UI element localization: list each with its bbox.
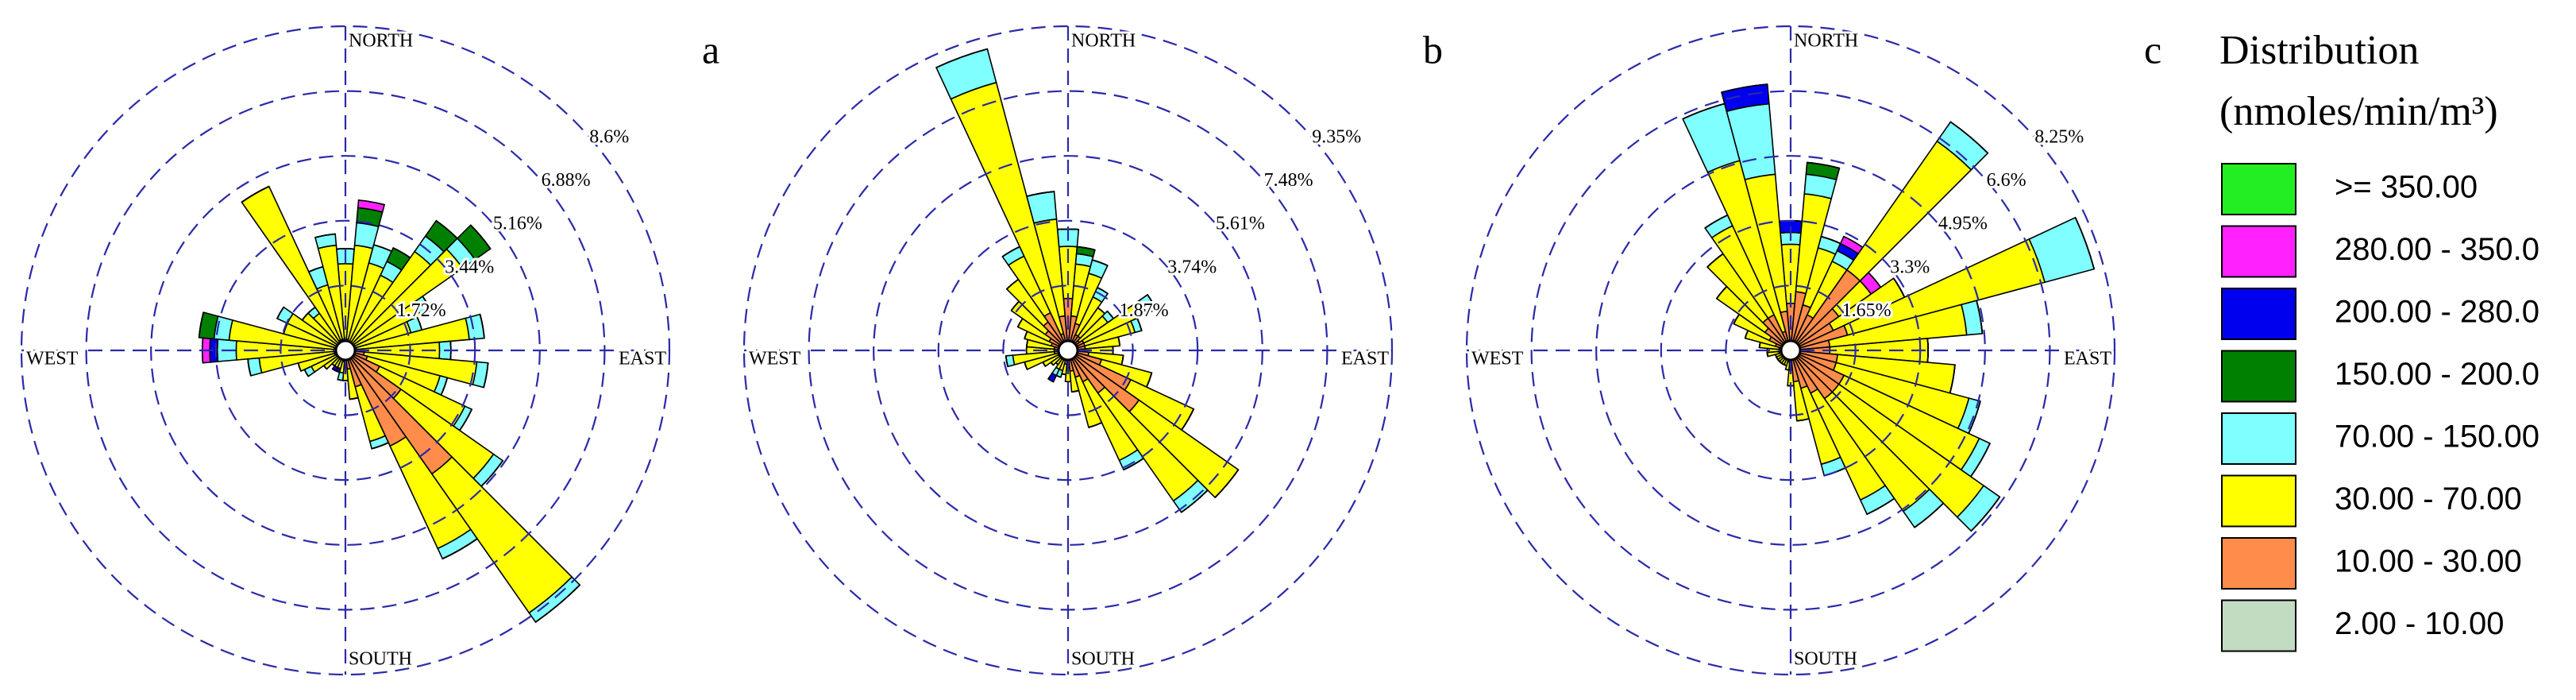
- legend-swatch: [2221, 537, 2296, 590]
- center-hole: [334, 339, 357, 362]
- legend-swatch: [2221, 599, 2296, 652]
- compass-label: NORTH: [349, 31, 413, 52]
- petal-segment: [1136, 318, 1143, 331]
- petal-segment: [1796, 418, 1810, 422]
- compass-label: EAST: [1341, 349, 1389, 369]
- center-hole: [1057, 339, 1079, 362]
- compass-label: SOUTH: [1794, 649, 1857, 670]
- ring-label: 8.25%: [2034, 126, 2084, 147]
- compass-label: NORTH: [1794, 31, 1858, 52]
- legend-swatch: [2221, 474, 2296, 528]
- petal-segment: [1088, 422, 1102, 428]
- panel-label: b: [1423, 27, 1443, 72]
- petal-segment: [1926, 338, 1929, 363]
- legend-label: 30.00 - 70.00: [2335, 481, 2522, 516]
- wind-rose: 1.72% 3.44% 5.16% 6.88% 8.6% NORTH EAST SOUTH WE…: [20, 25, 719, 676]
- compass-label: WEST: [26, 349, 79, 369]
- center-hole: [1780, 339, 1802, 362]
- petal-segment: [241, 185, 270, 203]
- petal-segment: [314, 233, 336, 238]
- ring-label: 6.6%: [1987, 170, 2026, 191]
- petal-segment: [442, 538, 478, 560]
- panel-label: c: [2144, 27, 2161, 72]
- petal-segment: [935, 48, 988, 68]
- compass-label: EAST: [619, 349, 666, 369]
- petal-segment: [1092, 259, 1109, 266]
- ring-label: 1.87%: [1120, 300, 1169, 321]
- legend-swatch: [2221, 288, 2296, 340]
- wind-rose: 1.65% 3.3% 4.95% 6.6% 8.25% NORTH EAST SOUTH WES…: [1465, 25, 2161, 676]
- legend-swatch: [2221, 163, 2296, 215]
- legend-units: (nmoles/min/m³): [2219, 89, 2498, 134]
- compass-label: WEST: [1471, 349, 1524, 369]
- ring-label: 6.88%: [542, 170, 591, 191]
- legend-label: 70.00 - 150.00: [2335, 420, 2539, 454]
- ring-label: 3.74%: [1167, 257, 1217, 277]
- ring-label: 4.95%: [1938, 214, 1988, 234]
- ring-label: 3.44%: [445, 257, 494, 277]
- ring-label: 5.16%: [493, 214, 542, 234]
- panel-label: a: [702, 27, 719, 72]
- petal-segment: [1721, 83, 1768, 93]
- petal-segment: [1077, 246, 1096, 251]
- legend-label: 200.00 - 280.0: [2335, 295, 2539, 330]
- legend-label: 10.00 - 30.00: [2335, 544, 2522, 579]
- compass-label: WEST: [749, 349, 801, 369]
- legend-swatch: [2221, 225, 2296, 278]
- petal-segment: [1005, 355, 1008, 367]
- petal-segment: [1057, 228, 1079, 230]
- compass-label: NORTH: [1071, 31, 1136, 52]
- ring-label: 7.48%: [1264, 170, 1313, 191]
- ring-label: 9.35%: [1312, 126, 1361, 147]
- petal-segment: [1147, 294, 1157, 310]
- petal-segment: [1785, 369, 1789, 371]
- legend-label: 280.00 - 350.0: [2335, 232, 2539, 267]
- petal-segment: [1949, 121, 1988, 154]
- ring-label: 5.61%: [1216, 214, 1265, 234]
- petal-segment: [479, 314, 485, 338]
- ring-label: 3.3%: [1890, 257, 1930, 277]
- legend-swatch: [2221, 350, 2296, 403]
- legend-title: Distribution: [2219, 28, 2419, 73]
- petal-segment: [337, 378, 343, 381]
- legend-swatch: [2221, 412, 2296, 465]
- compass-label: SOUTH: [349, 649, 412, 670]
- petal-segment: [371, 442, 389, 450]
- ring-label: 1.72%: [397, 300, 446, 321]
- legend-label: 2.00 - 10.00: [2335, 606, 2505, 641]
- ring-label: 1.65%: [1842, 300, 1892, 321]
- legend-label: 150.00 - 200.0: [2335, 357, 2539, 392]
- petal-segment: [358, 199, 385, 206]
- legend-label: >= 350.00: [2335, 170, 2478, 205]
- compass-label: EAST: [2064, 349, 2111, 369]
- petal-segment: [1123, 458, 1144, 471]
- wind-rose: 1.87% 3.74% 5.61% 7.48% 9.35% NORTH EAST SOUTH W…: [742, 25, 1443, 676]
- ring-label: 8.6%: [589, 126, 629, 147]
- compass-label: SOUTH: [1071, 649, 1135, 670]
